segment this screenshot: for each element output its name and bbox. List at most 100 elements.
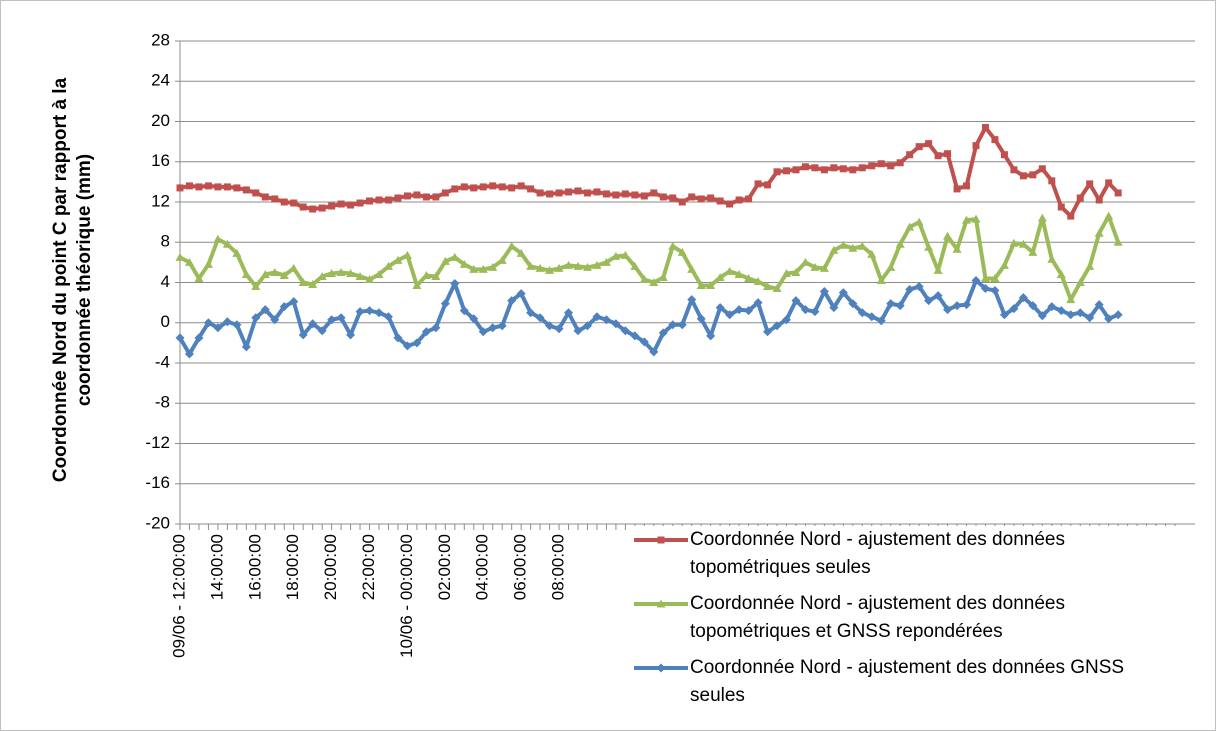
legend-swatch <box>634 599 688 608</box>
marker <box>582 321 592 331</box>
marker <box>545 321 555 331</box>
marker <box>656 599 666 608</box>
marker <box>838 240 848 249</box>
marker <box>366 197 374 205</box>
marker <box>450 252 460 261</box>
marker <box>298 278 308 286</box>
marker <box>507 241 517 250</box>
marker <box>375 196 383 204</box>
marker <box>393 255 403 264</box>
marker <box>677 320 687 330</box>
marker <box>413 191 421 199</box>
marker <box>279 270 289 279</box>
marker <box>318 204 326 212</box>
marker <box>412 338 422 348</box>
marker <box>791 296 801 306</box>
marker <box>810 307 820 317</box>
marker <box>478 264 488 273</box>
marker <box>497 255 507 264</box>
marker <box>764 181 772 189</box>
marker <box>706 331 716 341</box>
marker <box>656 663 666 673</box>
marker <box>298 330 308 340</box>
marker <box>327 315 337 325</box>
marker <box>857 308 867 318</box>
marker <box>1113 237 1123 246</box>
marker <box>516 289 526 299</box>
marker <box>593 188 601 196</box>
marker <box>781 268 791 277</box>
marker <box>517 182 525 190</box>
marker <box>592 260 602 269</box>
marker <box>1000 151 1008 159</box>
marker <box>725 310 735 320</box>
marker <box>432 193 440 201</box>
marker <box>650 189 658 197</box>
marker <box>460 183 468 191</box>
marker <box>469 314 479 324</box>
marker <box>905 222 915 231</box>
marker <box>365 274 375 283</box>
marker <box>707 194 715 202</box>
marker <box>1105 179 1113 187</box>
marker <box>657 536 665 544</box>
marker <box>554 324 564 334</box>
marker <box>991 136 999 144</box>
marker <box>876 316 886 326</box>
marker <box>535 263 545 272</box>
marker <box>450 279 460 289</box>
marker <box>621 190 629 198</box>
marker <box>347 201 355 209</box>
marker <box>573 326 583 336</box>
legend-label: Coordonnée Nord - ajustement des données… <box>690 529 1065 578</box>
marker <box>175 333 185 343</box>
marker <box>1037 213 1047 222</box>
marker <box>1056 306 1066 316</box>
marker <box>554 263 564 272</box>
marker <box>649 347 659 357</box>
marker <box>176 184 184 192</box>
marker <box>801 163 809 171</box>
marker <box>440 256 450 265</box>
marker <box>744 273 754 282</box>
marker <box>687 295 697 305</box>
marker <box>1066 310 1076 320</box>
marker <box>1019 172 1027 180</box>
legend-item: Coordonnée Nord - ajustement des données… <box>632 526 1192 582</box>
marker <box>328 202 336 210</box>
marker <box>1038 165 1046 173</box>
marker <box>431 323 441 333</box>
marker <box>232 320 242 330</box>
legend-label: Coordonnée Nord - ajustement des données… <box>690 657 1125 706</box>
marker <box>431 271 441 280</box>
marker <box>753 276 763 285</box>
marker <box>1085 261 1095 270</box>
marker <box>848 243 858 252</box>
y-tick-label: 28 <box>151 30 170 49</box>
marker <box>309 205 317 213</box>
marker <box>1067 212 1075 220</box>
marker <box>394 194 402 202</box>
marker <box>241 269 251 278</box>
marker <box>829 303 839 313</box>
marker <box>782 167 790 175</box>
marker <box>374 308 384 318</box>
marker <box>270 267 280 276</box>
marker <box>971 275 981 285</box>
marker <box>204 182 212 190</box>
marker <box>697 195 705 203</box>
marker <box>564 308 574 318</box>
series-line <box>179 125 1120 219</box>
marker <box>422 193 430 201</box>
marker <box>526 308 536 318</box>
legend-label: Coordonnée Nord - ajustement des données… <box>690 593 1065 642</box>
marker <box>1018 239 1028 248</box>
x-tick-label: 22:00:00 <box>359 534 378 600</box>
marker <box>459 259 469 268</box>
marker <box>289 297 299 307</box>
marker <box>696 314 706 324</box>
marker <box>999 260 1009 269</box>
marker <box>981 124 989 132</box>
marker <box>706 281 716 290</box>
marker <box>336 313 346 323</box>
